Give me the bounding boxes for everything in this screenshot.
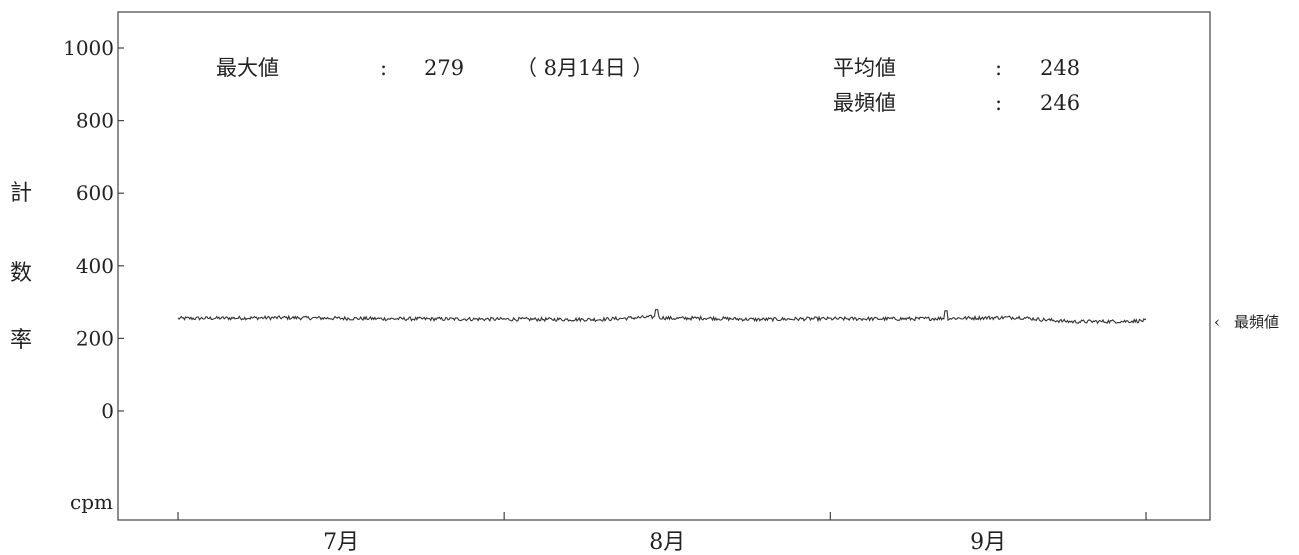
mean-label: 平均値 — [833, 56, 896, 80]
y-tick-label: 200 — [76, 326, 114, 350]
max-label: 最大値 — [216, 56, 279, 80]
y-tick-label: 0 — [101, 399, 114, 423]
y-axis-label-char-1: 計 — [10, 181, 32, 206]
max-value: 279 — [424, 56, 464, 80]
count-rate-line — [177, 309, 1147, 325]
x-month-label: 7月 — [323, 530, 359, 555]
y-tick-label: 600 — [76, 181, 114, 205]
y-unit-label: cpm — [70, 490, 113, 514]
mode-value: 246 — [1040, 91, 1080, 115]
y-axis-label-char-2: 数 — [10, 261, 32, 286]
mode-label: 最頻値 — [833, 91, 896, 115]
max-separator: : — [380, 56, 387, 80]
x-axis-ticks: 7月 8月 9月 — [177, 512, 1147, 555]
y-axis-label-char-3: 率 — [10, 328, 32, 353]
mode-marker-arrow: ‹ — [1214, 313, 1220, 331]
y-tick-label: 800 — [76, 109, 114, 133]
series-group — [177, 309, 1147, 325]
mean-value: 248 — [1040, 56, 1080, 80]
plot-frame — [117, 11, 1211, 521]
x-month-label: 8月 — [649, 530, 685, 555]
x-month-label: 9月 — [970, 530, 1006, 555]
y-tick-label: 1000 — [63, 36, 114, 60]
mode-marker-label: 最頻値 — [1234, 313, 1279, 331]
y-tick-label: 400 — [76, 254, 114, 278]
mean-separator: : — [995, 56, 1002, 80]
y-axis-ticks: 0 200 400 600 800 1000 — [63, 36, 124, 423]
mode-separator: : — [995, 91, 1002, 115]
max-date: （ 8月14日 ） — [516, 56, 653, 80]
